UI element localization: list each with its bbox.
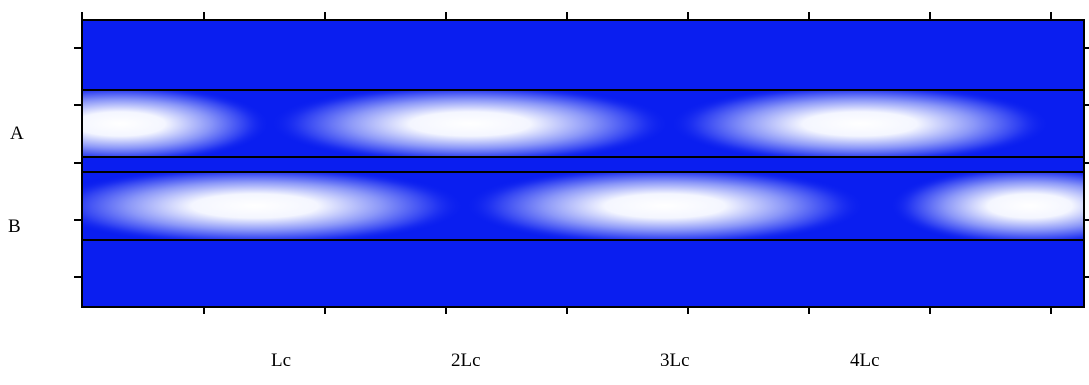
x-tick-label-lc: Lc: [271, 350, 292, 371]
x-tick-label-2lc: 2Lc: [451, 350, 481, 371]
waveguide-a-intensity: [82, 90, 1050, 157]
waveguide-a-label: A: [10, 123, 24, 144]
field-background: [82, 20, 1084, 307]
waveguide-b-label: B: [8, 216, 21, 237]
bottom-ticks: [203, 307, 1052, 314]
left-ticks: [74, 47, 82, 278]
x-tick-label-3lc: 3Lc: [660, 350, 690, 371]
x-tick-label-4lc: 4Lc: [850, 350, 880, 371]
right-ticks: [1084, 47, 1089, 278]
waveguide-b-intensity: [82, 172, 1084, 240]
top-ticks: [81, 12, 1052, 20]
